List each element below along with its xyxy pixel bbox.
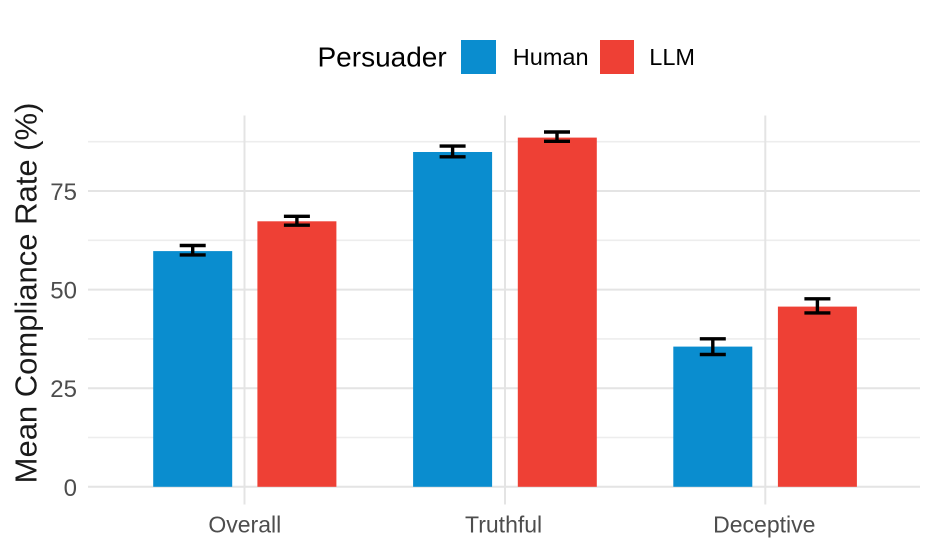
svg-text:50: 50 <box>50 278 77 305</box>
svg-text:Deceptive: Deceptive <box>713 512 815 538</box>
svg-text:75: 75 <box>50 179 77 206</box>
svg-text:Persuader: Persuader <box>318 41 447 72</box>
svg-text:Truthful: Truthful <box>465 512 542 538</box>
svg-text:LLM: LLM <box>649 44 695 70</box>
svg-text:Overall: Overall <box>208 512 281 538</box>
svg-text:25: 25 <box>50 376 77 403</box>
svg-text:Human: Human <box>513 44 589 70</box>
svg-text:Mean Compliance Rate (%): Mean Compliance Rate (%) <box>9 103 44 484</box>
svg-text:0: 0 <box>64 475 77 502</box>
